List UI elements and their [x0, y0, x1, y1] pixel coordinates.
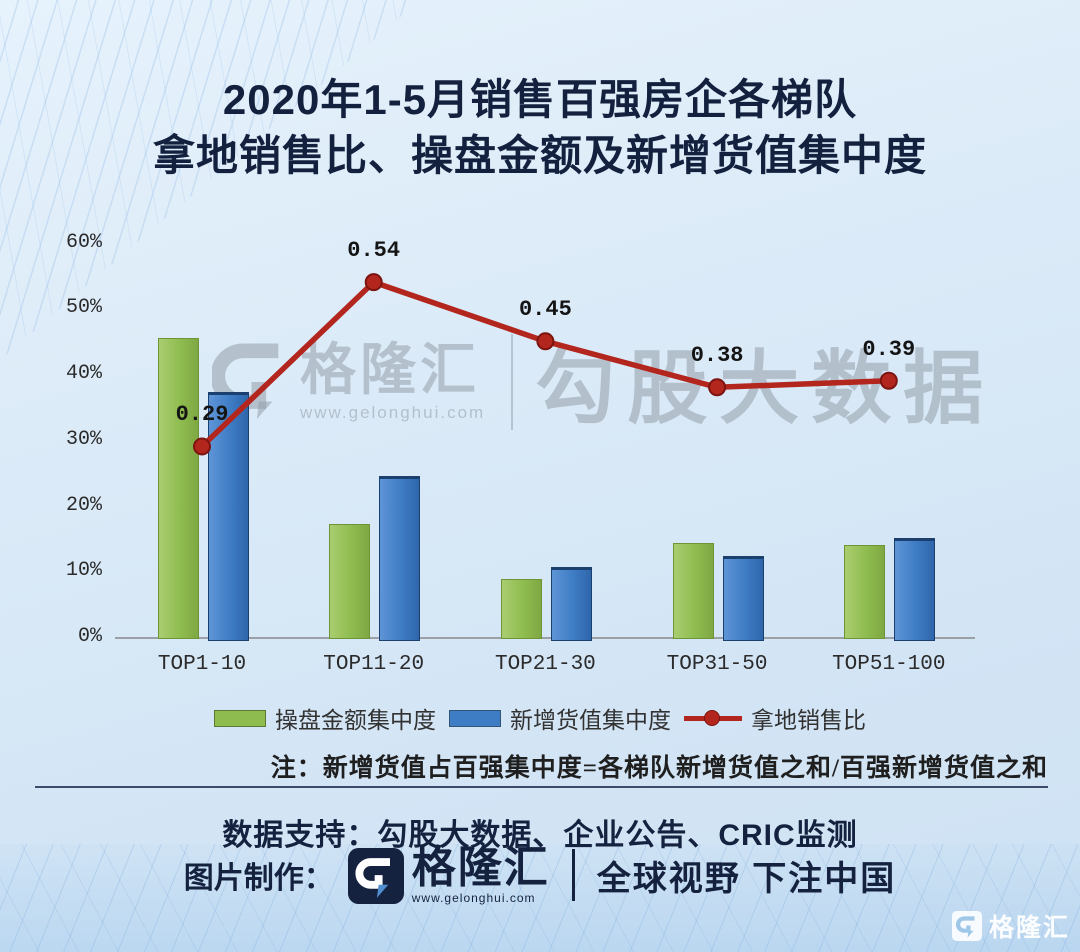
x-axis-category-label: TOP31-50 — [666, 653, 768, 676]
gelonghui-logo: 格隆汇 www.gelonghui.com — [347, 843, 550, 905]
y-axis-tick-label: 60% — [65, 230, 102, 254]
bar-bar_green-TOP51-100 — [844, 545, 886, 639]
legend-item-bar_blue: 新增货值集中度 — [449, 701, 671, 735]
x-axis-category-label: TOP51-100 — [832, 653, 946, 676]
watermark-brand: 格隆汇 — [300, 338, 480, 401]
corner-logo: 格隆汇 — [951, 908, 1070, 944]
data-support-line: 数据支持：勾股大数据、企业公告、CRIC监测 — [222, 819, 858, 852]
line-value-label: 0.54 — [347, 238, 401, 264]
bar-bar_blue-TOP31-50 — [722, 556, 764, 641]
line-value-label: 0.39 — [862, 336, 916, 362]
bar-bar_blue-TOP21-30 — [550, 566, 592, 641]
bar-bar_green-TOP31-50 — [672, 543, 714, 639]
line-marker-TOP51-100 — [879, 371, 898, 390]
title-line-1: 2020年1-5月销售百强房企各梯队 — [222, 76, 858, 123]
bar-bar_blue-TOP11-20 — [379, 476, 421, 641]
watermark-divider — [511, 334, 514, 430]
legend-swatch-bar_blue — [449, 709, 501, 727]
watermark-url: www.gelonghui.com — [300, 403, 486, 422]
legend-item-line_red: 拿地销售比 — [684, 701, 866, 735]
x-axis-line — [115, 637, 975, 639]
legend-line-dot — [704, 710, 720, 726]
logo-url-text: www.gelonghui.com — [411, 891, 536, 905]
image-credit-line: 图片制作： 格隆汇 www.gelonghui.com 全球视野 下注中国 — [0, 846, 1080, 904]
bar-bar_blue-TOP51-100 — [894, 537, 936, 641]
x-axis-category-label: TOP1-10 — [157, 653, 247, 676]
line-marker-TOP11-20 — [364, 273, 383, 292]
x-axis-category-label: TOP21-30 — [494, 653, 596, 676]
title-line-2: 拿地销售比、操盘金额及新增货值集中度 — [152, 132, 927, 179]
chart-area: 格隆汇 www.gelonghui.com 勾股大数据 60% 50% 40% 30%… — [0, 205, 1080, 695]
bar-bar_green-TOP11-20 — [329, 523, 371, 639]
legend-label-bar_green: 操盘金额集中度 — [275, 707, 436, 733]
x-axis-category-label: TOP11-20 — [323, 653, 425, 676]
corner-brand-text: 格隆汇 — [988, 914, 1070, 942]
legend-label-bar_blue: 新增货值集中度 — [510, 707, 671, 733]
y-axis-tick-label: 50% — [65, 296, 102, 320]
bar-bar_green-TOP21-30 — [500, 579, 542, 639]
line-marker-TOP31-50 — [708, 378, 727, 397]
y-axis-tick-label: 10% — [65, 559, 102, 583]
bar-bar_blue-TOP1-10 — [207, 391, 249, 641]
horizontal-rule — [35, 786, 1048, 788]
line-value-label: 0.45 — [518, 297, 572, 323]
bar-bar_green-TOP1-10 — [157, 338, 199, 639]
logo-brand-text: 格隆汇 — [411, 843, 550, 892]
legend-line-swatch — [684, 709, 742, 727]
y-axis-tick-label: 20% — [65, 493, 102, 517]
line-value-label: 0.29 — [175, 402, 229, 428]
page-title: 2020年1-5月销售百强房企各梯队 拿地销售比、操盘金额及新增货值集中度 — [0, 72, 1080, 184]
footer-divider — [571, 849, 575, 901]
gelonghui-g-icon — [347, 848, 404, 904]
line-value-label: 0.38 — [690, 343, 744, 369]
corner-g-icon — [951, 911, 982, 941]
y-axis-tick-label: 30% — [65, 427, 102, 451]
y-axis-tick-label: 0% — [77, 625, 102, 648]
legend-label-line_red: 拿地销售比 — [751, 707, 866, 733]
legend-item-bar_green: 操盘金额集中度 — [214, 701, 436, 735]
credit-label: 图片制作： — [183, 862, 334, 895]
footnote: 注：新增货值占百强集中度=各梯队新增货值之和/百强新增货值之和 — [270, 755, 1048, 782]
y-axis-tick-label: 40% — [65, 362, 102, 386]
line-marker-TOP21-30 — [536, 332, 555, 351]
chart-legend: 操盘金额集中度 新增货值集中度 拿地销售比 — [0, 701, 1080, 735]
slogan-text: 全球视野 下注中国 — [596, 859, 897, 898]
legend-swatch-bar_green — [214, 709, 266, 727]
